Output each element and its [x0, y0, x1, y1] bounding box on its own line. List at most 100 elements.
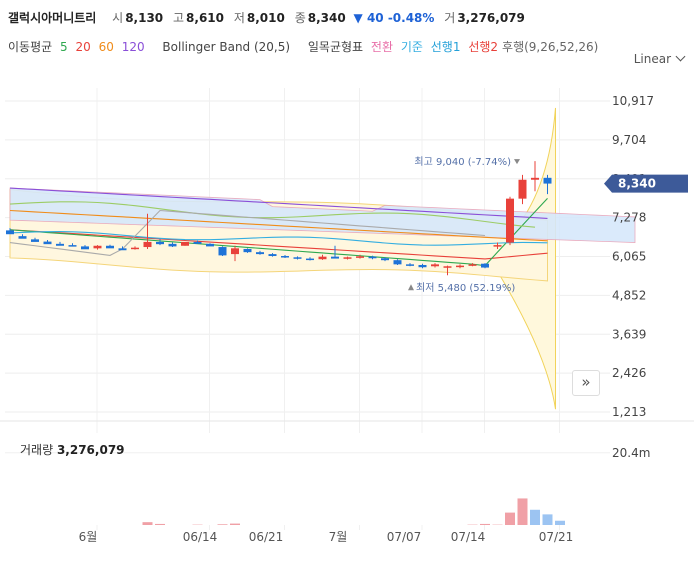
y-tick-label: 3,639: [612, 327, 646, 341]
candle-body: [543, 177, 552, 184]
x-tick-label: 06/14: [183, 530, 218, 544]
volume-bar: [155, 523, 165, 525]
close-value: 8,340: [307, 11, 346, 25]
ma120-label: 120: [121, 40, 145, 54]
low-value: 8,010: [246, 11, 285, 25]
change-value: ▼ 40 -0.48%: [353, 11, 435, 25]
candle-body: [468, 264, 477, 266]
candle-body: [456, 265, 464, 268]
current-price-label: 8,340: [618, 177, 656, 191]
volume-value: 3,276,079: [457, 11, 525, 25]
max-annotation: 최고 9,040 (-7.74%): [414, 156, 511, 168]
candle-body: [231, 248, 239, 255]
volume-bar: [230, 523, 240, 525]
volume-bar: [217, 524, 228, 525]
candle-body: [68, 245, 77, 247]
low-label: 저: [233, 11, 245, 25]
close-label: 종: [294, 11, 306, 25]
volume-label: 거: [444, 11, 456, 25]
y-tick-label: 7,278: [612, 211, 646, 225]
open-value: 8,130: [125, 11, 164, 25]
candle-body: [18, 236, 27, 239]
ichimoku-base-line: [9, 231, 548, 246]
high-value: 8,610: [186, 11, 225, 25]
candle-body: [368, 256, 377, 259]
volume-panel-value: 3,276,079: [56, 443, 125, 457]
candle-body: [218, 247, 227, 256]
candle-body: [131, 247, 139, 250]
scroll-right-button[interactable]: »: [572, 370, 600, 396]
candle-body: [31, 239, 39, 242]
min-annotation: 최저 5,480 (52.19%): [416, 282, 515, 294]
candle-body: [256, 252, 264, 255]
y-tick-label: 6,065: [612, 250, 646, 264]
scale-mode-dropdown[interactable]: Linear: [633, 51, 686, 66]
double-chevron-right-icon: »: [581, 373, 591, 391]
max-marker-icon: [514, 159, 520, 165]
candle-body: [106, 245, 114, 249]
candle-body: [143, 241, 152, 248]
y-tick-label: 1,213: [612, 405, 646, 419]
ma-label: 이동평균: [8, 40, 53, 54]
y-tick-label: 4,852: [612, 288, 646, 302]
candle-body: [431, 264, 439, 267]
current-price-tag: [604, 174, 688, 193]
candle-body: [306, 258, 314, 261]
candle-body: [393, 260, 402, 265]
volume-panel-title: 거래량: [20, 443, 54, 457]
candle-body: [193, 241, 202, 244]
open-label: 시: [112, 11, 124, 25]
ichimoku-conv-label: 전환: [370, 40, 394, 54]
ma60-line: [9, 209, 548, 242]
high-label: 고: [173, 11, 185, 25]
candle-body: [381, 258, 389, 261]
x-tick-label: 07/14: [451, 530, 486, 544]
scale-mode-label: Linear: [633, 52, 671, 66]
x-tick-label: 07/07: [387, 530, 422, 544]
ma20-label: 20: [75, 40, 91, 54]
candle-body: [56, 243, 64, 246]
candle-body: [506, 198, 514, 243]
candle-body: [156, 241, 164, 245]
candle-body: [168, 243, 177, 247]
candle-body: [406, 264, 414, 266]
ichimoku-conv-line: [9, 201, 536, 228]
candle-body: [243, 248, 252, 253]
candle-body: [356, 256, 364, 258]
volume-panel-label: 거래량 3,276,079: [20, 441, 125, 458]
ma5-label: 5: [60, 40, 68, 54]
candle-body: [181, 241, 189, 246]
ichimoku-lag-line: [9, 209, 486, 256]
candle-body: [318, 256, 327, 260]
ichimoku-span2-label: 선행2: [468, 40, 499, 54]
ma5-line: [9, 197, 548, 267]
volume-bar: [530, 509, 540, 525]
y-tick-label: 2,426: [612, 366, 646, 380]
candle-body: [81, 246, 89, 250]
ichimoku-base-label: 기준: [400, 40, 423, 54]
volume-bar: [480, 523, 490, 525]
candle-body: [418, 264, 427, 268]
min-marker-icon: [408, 284, 414, 291]
x-tick-label: 7월: [329, 530, 348, 544]
candle-body: [206, 243, 214, 247]
indicator-legend[interactable]: 이동평균 5 20 60 120 Bollinger Band (20,5) 일…: [8, 38, 602, 55]
volume-bar: [142, 522, 153, 525]
candle-body: [93, 245, 102, 249]
candle-body: [343, 257, 352, 259]
candle-body: [481, 263, 489, 268]
volume-area: [5, 433, 610, 525]
candle-body: [118, 248, 127, 251]
candle-body: [6, 230, 14, 235]
ichimoku-span1-label: 선행1: [430, 40, 461, 54]
ma20-line: [9, 229, 548, 260]
x-tick-label: 6월: [79, 530, 98, 544]
candle-body: [43, 241, 52, 245]
volume-bar: [517, 498, 528, 525]
ichimoku-label: 일목균형표: [307, 40, 364, 54]
volume-tick-label: 20.4m: [612, 446, 650, 460]
y-tick-label: 9,704: [612, 133, 646, 147]
candle-body: [443, 266, 452, 268]
x-tick-label: 06/21: [249, 530, 284, 544]
